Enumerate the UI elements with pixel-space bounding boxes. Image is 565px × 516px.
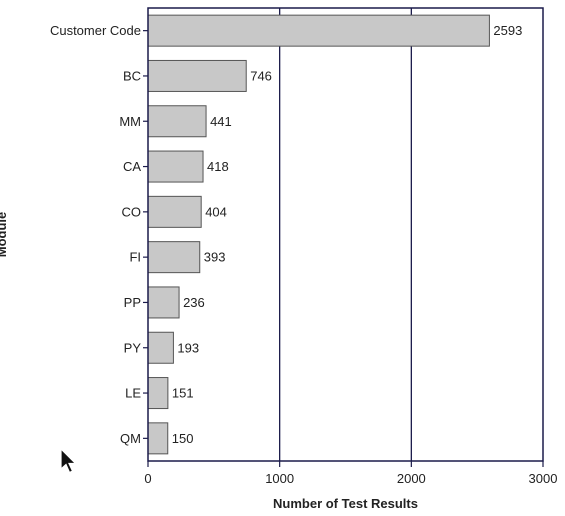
mouse-pointer-icon bbox=[60, 448, 77, 474]
data-label: 193 bbox=[177, 340, 199, 355]
data-label: 418 bbox=[207, 159, 229, 174]
y-tick-label: PP bbox=[124, 295, 141, 310]
y-tick-label: QM bbox=[120, 431, 141, 446]
bar bbox=[147, 377, 169, 410]
grid-lines bbox=[279, 8, 412, 461]
bar bbox=[147, 105, 207, 138]
bar bbox=[147, 331, 174, 364]
labels: 2593 Customer Code 746 BC 441 MM 418 CA 404 CO 393… bbox=[50, 23, 558, 486]
bar bbox=[147, 59, 247, 92]
y-tick-label: CA bbox=[123, 159, 141, 174]
bar bbox=[147, 422, 169, 455]
data-label: 393 bbox=[204, 250, 226, 265]
data-label: 151 bbox=[172, 386, 194, 401]
data-label: 404 bbox=[205, 204, 227, 219]
y-tick-label: LE bbox=[125, 386, 141, 401]
y-tick-label: Customer Code bbox=[50, 23, 141, 38]
x-tick-label: 2000 bbox=[397, 471, 426, 486]
bar bbox=[147, 14, 490, 47]
y-tick-label: CO bbox=[122, 204, 142, 219]
data-label: 746 bbox=[250, 68, 272, 83]
bar bbox=[147, 195, 202, 228]
plot-frame bbox=[147, 7, 544, 462]
data-label: 441 bbox=[210, 114, 232, 129]
y-tick-label: PY bbox=[124, 340, 142, 355]
bar bbox=[147, 150, 204, 183]
y-axis-title: Module bbox=[0, 212, 9, 258]
data-label: 236 bbox=[183, 295, 205, 310]
bars bbox=[147, 14, 490, 455]
axes bbox=[143, 7, 544, 467]
data-label: 2593 bbox=[493, 23, 522, 38]
x-tick-label: 0 bbox=[144, 471, 151, 486]
data-label: 150 bbox=[172, 431, 194, 446]
x-tick-label: 3000 bbox=[529, 471, 558, 486]
x-tick-label: 1000 bbox=[265, 471, 294, 486]
y-tick-label: FI bbox=[129, 250, 141, 265]
x-axis-title: Number of Test Results bbox=[273, 496, 418, 511]
y-tick-label: MM bbox=[119, 114, 141, 129]
bar bbox=[147, 241, 201, 274]
y-tick-label: BC bbox=[123, 68, 141, 83]
bar bbox=[147, 286, 180, 319]
